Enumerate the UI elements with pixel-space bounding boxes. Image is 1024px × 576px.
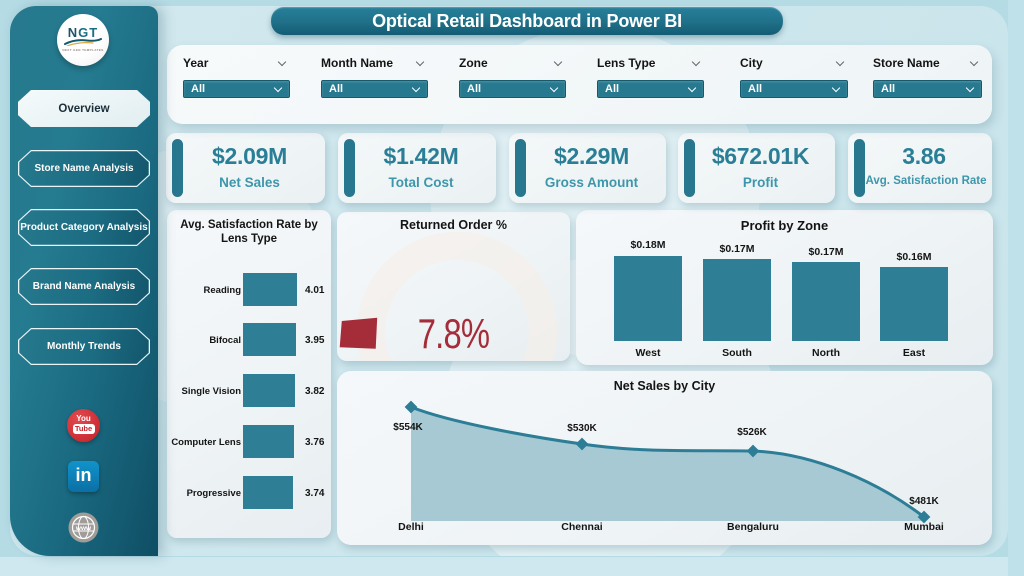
svg-text:www: www	[75, 525, 92, 532]
